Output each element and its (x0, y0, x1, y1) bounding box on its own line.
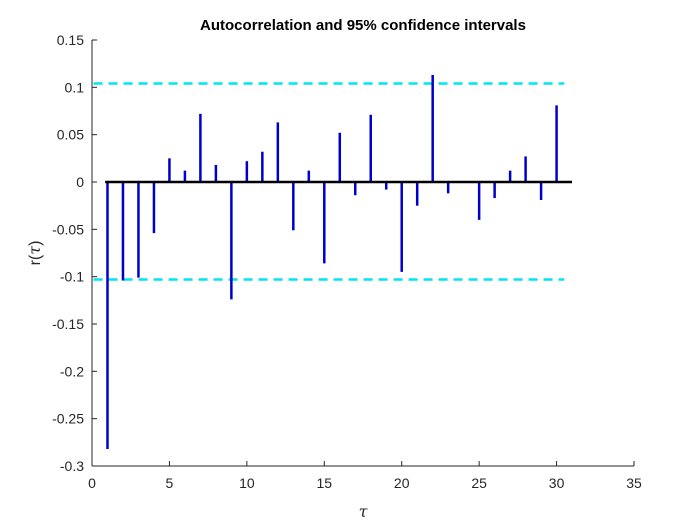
y-tick-label: -0.15 (52, 316, 84, 332)
x-tick-label: 20 (394, 475, 410, 491)
y-axis-label-prefix: r( (27, 254, 44, 265)
x-tick-label: 35 (626, 475, 642, 491)
y-ticks: 0.15 0.1 0.05 0 -0.05 -0.1 -0.15 -0.2 -0.25 -0.3 (52, 32, 97, 474)
axes: 0 5 10 15 20 25 30 35 0.15 0.1 0.05 0 -0.05 -0.1 -0.1… (52, 32, 642, 491)
y-tick-label: -0.25 (52, 411, 84, 427)
y-tick-label: 0 (76, 174, 84, 190)
y-tick-label: -0.1 (60, 269, 84, 285)
y-tick-label: 0.15 (57, 32, 84, 48)
x-ticks: 0 5 10 15 20 25 30 35 (88, 461, 642, 491)
y-axis-label-symbol: τ (25, 245, 44, 255)
x-tick-label: 15 (316, 475, 332, 491)
x-tick-label: 10 (239, 475, 255, 491)
confidence-lines (93, 82, 565, 281)
x-tick-label: 25 (471, 475, 487, 491)
y-tick-label: -0.2 (60, 363, 84, 379)
x-tick-label: 5 (166, 475, 174, 491)
chart-title: Autocorrelation and 95% confidence inter… (200, 17, 526, 34)
y-tick-label: 0.05 (57, 127, 84, 143)
y-tick-label: 0.1 (65, 79, 85, 95)
x-tick-label: 0 (88, 475, 96, 491)
stems (106, 75, 558, 449)
y-axis-label-suffix: ) (27, 241, 44, 246)
y-tick-label: -0.05 (52, 221, 84, 237)
x-axis-label: τ (359, 502, 369, 521)
x-tick-label: 30 (549, 475, 565, 491)
y-axis-label: r(τ) (25, 241, 44, 266)
y-tick-label: -0.3 (60, 458, 84, 474)
